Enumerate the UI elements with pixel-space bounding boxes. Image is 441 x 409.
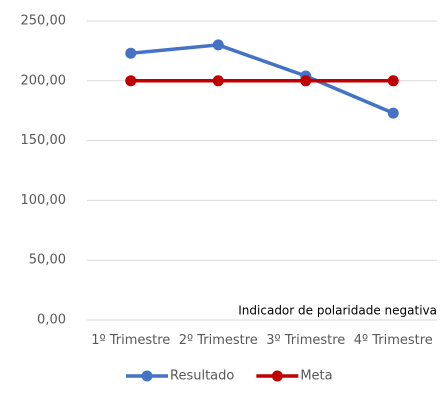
y-tick-label: 250,00 — [21, 14, 67, 29]
legend-label: Resultado — [170, 369, 234, 384]
x-tick-label: 4º Trimestre — [353, 333, 433, 348]
marker — [300, 75, 312, 87]
x-tick-label: 2º Trimestre — [178, 333, 258, 348]
legend-label: Meta — [300, 369, 332, 384]
legend-marker — [271, 370, 283, 382]
x-tick-label: 1º Trimestre — [91, 333, 171, 348]
y-tick-label: 0,00 — [37, 313, 66, 328]
line — [130, 43, 394, 115]
marker — [212, 75, 224, 87]
y-tick-label: 50,00 — [29, 253, 66, 268]
marker — [387, 107, 399, 119]
annotation: Indicador de polaridade negativa — [238, 304, 437, 318]
legend-marker — [141, 370, 153, 382]
y-tick-label: 200,00 — [21, 73, 67, 88]
y-tick-label: 150,00 — [21, 133, 67, 148]
marker — [212, 39, 224, 51]
y-tick-label: 100,00 — [21, 193, 67, 208]
marker — [125, 47, 137, 59]
marker — [125, 75, 137, 87]
marker — [387, 75, 399, 87]
x-tick-label: 3º Trimestre — [266, 333, 346, 348]
